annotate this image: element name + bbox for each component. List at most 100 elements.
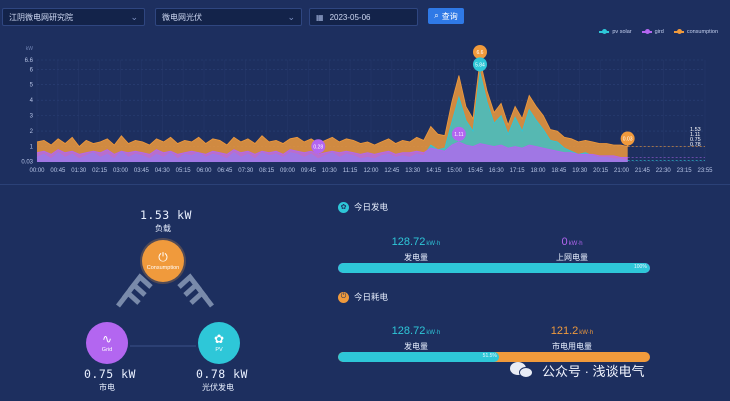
x-tick-label: 01:30 [71,168,87,174]
consumption-node[interactable]: ⏻ Consumption [142,240,184,282]
x-tick-label: 07:30 [238,168,254,174]
y-tick-label: 6.6 [25,58,34,64]
consumption-progress-label: 51.5% [482,353,497,359]
legend-item-gird[interactable]: gird [641,29,664,35]
left-arrow-chevron [128,273,153,292]
y-unit-label: kW [26,46,34,52]
x-tick-label: 04:30 [155,168,171,174]
x-tick-label: 02:15 [92,168,108,174]
x-tick-label: 03:00 [113,168,129,174]
marker-pin-tip [454,136,463,142]
x-tick-label: 06:00 [196,168,212,174]
generation-exported-value: 0 [561,236,568,248]
marker-pin-tip [475,67,484,73]
legend-label: gird [654,29,664,35]
consumption-grid: 121.2kW·h 市电用电量 [522,321,622,352]
system-select-value: 微电网光伏 [162,12,202,22]
date-picker[interactable]: ▦ 2023-05-06 [309,8,418,26]
y-tick-label: 0.03 [21,160,33,166]
query-button-label: 查询 [441,11,458,21]
x-tick-label: 13:30 [405,168,421,174]
x-tick-label: 12:45 [384,168,400,174]
consumption-value: 1.53 kW [140,208,192,222]
query-button[interactable]: ⌕ 查询 [428,8,464,24]
series-line-gird [36,141,628,158]
x-tick-label: 11:15 [343,168,358,174]
x-tick-label: 09:00 [280,168,296,174]
end-value-label: 0.78 [690,142,701,148]
generation-progress-bar: 100% [338,263,650,273]
flow-arrows [116,273,214,347]
right-arrow-chevron [177,273,202,292]
system-select[interactable]: 微电网光伏 ⌄ [155,8,302,26]
pv-label: 光伏发电 [202,383,234,392]
x-tick-label: 06:45 [217,168,233,174]
x-tick-label: 19:30 [572,168,588,174]
gear-icon: ✿ [213,332,225,346]
x-tick-label: 00:45 [50,168,66,174]
consumption-progress-bar: 51.5% [338,352,650,362]
x-tick-label: 15:45 [468,168,484,174]
x-tick-label: 23:55 [697,168,713,174]
calendar-icon: ▦ [316,12,324,22]
end-value-label: 1.53 [690,127,701,133]
consumption-produced-unit: kW·h [426,330,441,336]
consumption-produced-label: 发电量 [404,342,428,351]
gear-icon: ✿ [338,201,349,213]
x-tick-label: 00:00 [29,168,45,174]
x-tick-label: 17:15 [510,168,526,174]
marker-label: 0.28 [313,144,323,150]
plug-icon: ⏻ [338,291,349,303]
pv-node[interactable]: ✿ PV [198,322,240,364]
gird-swatch [641,29,652,34]
grid-label: 市电 [99,383,115,392]
pv-solar-swatch [599,29,610,34]
marker-label: 5.84 [475,62,485,68]
legend-item-consumption[interactable]: consumption [673,29,718,35]
end-value-label: 0.75 [690,137,701,143]
chevron-down-icon: ⌄ [287,11,295,22]
generation-produced-label: 发电量 [404,253,428,262]
consumption-grid-unit: kW·h [579,330,594,336]
chart-legend: pv solar gird consumption [599,29,718,35]
generation-progress-fill [338,263,650,273]
legend-label: pv solar [612,29,632,35]
x-tick-label: 14:15 [426,168,442,174]
search-icon: ⌕ [434,11,439,20]
consumption-swatch [673,29,684,34]
consumption-title: 今日耗电 [354,292,389,302]
y-tick-label: 2 [30,129,34,135]
consumption-grid-value: 121.2 [550,325,579,337]
y-tick-label: 3 [30,114,34,120]
x-tick-label: 22:30 [656,168,672,174]
marker-label: 0.03 [623,137,633,143]
marker-label: 1.11 [454,132,464,138]
x-tick-label: 05:15 [176,168,192,174]
section-divider [0,184,730,185]
org-select[interactable]: 江阴微电网研究院 ⌄ [2,8,145,26]
legend-item-pv-solar[interactable]: pv solar [599,29,632,35]
consumption-label: 负载 [155,224,171,233]
pv-value: 0.78 kW [196,367,248,381]
x-tick-label: 08:15 [259,168,275,174]
watermark-text: 公众号 · 浅谈电气 [542,363,645,379]
marker-pin-tip [623,141,632,147]
y-tick-label: 6 [30,67,34,73]
x-tick-label: 21:45 [635,168,651,174]
pv-node-label: PV [215,347,223,353]
y-tick-label: 4 [30,98,34,104]
grid-node[interactable]: ∿ Grid [86,322,128,364]
generation-exported-label: 上网电量 [556,253,588,262]
y-tick-label: 5 [30,83,34,89]
x-tick-label: 10:30 [322,168,338,174]
generation-produced-value: 128.72 [391,236,426,248]
x-tick-label: 21:00 [614,168,630,174]
generation-produced-unit: kW·h [426,241,441,247]
y-tick-label: 1 [30,145,34,151]
watermark: 公众号 · 浅谈电气 [510,360,645,380]
pulse-icon: ∿ [101,332,113,346]
consumption-progress-fill [338,352,499,362]
x-tick-label: 12:00 [363,168,379,174]
grid-value: 0.75 kW [84,367,136,381]
generation-exported-unit: kW·h [568,241,583,247]
